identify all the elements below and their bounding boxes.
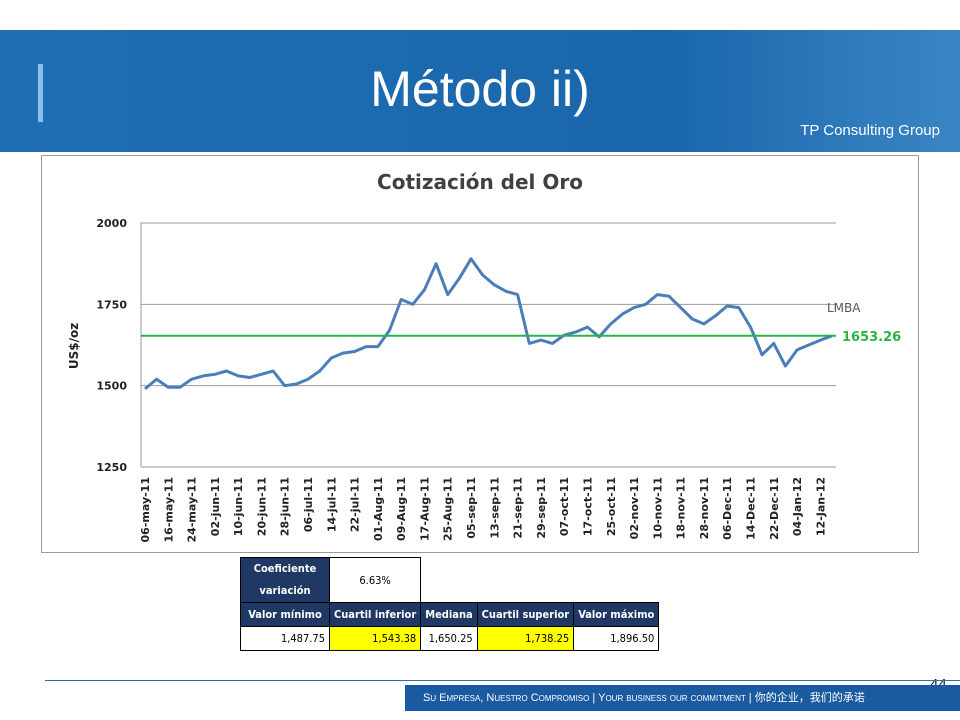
y-axis-label: US$/oz bbox=[67, 323, 81, 369]
x-tick-label: 06-may-11 bbox=[139, 477, 152, 542]
x-tick-label: 06-Dec-11 bbox=[721, 477, 734, 540]
footer: Su Empresa, Nuestro Compromiso | Your bu… bbox=[405, 685, 960, 711]
x-tick-label: 04-Jan-12 bbox=[791, 477, 804, 536]
cv-value: 6.63% bbox=[328, 557, 422, 603]
cv-label: Coeficiente variación bbox=[240, 557, 330, 603]
x-tick-label: 22-Dec-11 bbox=[768, 477, 781, 540]
accent-bar bbox=[38, 64, 43, 122]
x-tick-label: 28-jun-11 bbox=[279, 477, 292, 536]
x-tick-label: 17-oct-11 bbox=[581, 477, 594, 536]
footer-line bbox=[45, 680, 960, 681]
table-header: Valor máximo bbox=[573, 602, 660, 627]
x-tick-label: 10-jun-11 bbox=[232, 477, 245, 536]
y-tick-label: 1250 bbox=[96, 461, 127, 474]
x-tick-label: 05-sep-11 bbox=[465, 477, 478, 539]
x-tick-label: 13-sep-11 bbox=[488, 477, 501, 539]
table-header: Cuartil inferior bbox=[328, 602, 422, 627]
series-label: LMBA bbox=[827, 301, 861, 315]
x-tick-label: 06-jul-11 bbox=[302, 477, 315, 532]
x-tick-label: 25-Aug-11 bbox=[442, 477, 455, 541]
data-line bbox=[144, 257, 833, 391]
slide-title: Método ii) bbox=[370, 61, 590, 117]
table-value: 1,487.75 bbox=[240, 626, 330, 651]
x-tick-label: 16-may-11 bbox=[162, 477, 175, 542]
x-tick-label: 02-jun-11 bbox=[209, 477, 222, 536]
y-tick-label: 2000 bbox=[96, 217, 127, 230]
y-tick-label: 1750 bbox=[96, 298, 127, 311]
chart-title: Cotización del Oro bbox=[377, 170, 583, 194]
table-value: 1,543.38 bbox=[328, 626, 422, 651]
x-tick-label: 01-Aug-11 bbox=[372, 477, 385, 541]
table-value: 1,650.25 bbox=[420, 626, 478, 651]
x-tick-label: 10-nov-11 bbox=[651, 477, 664, 539]
y-tick-label: 1500 bbox=[96, 380, 127, 393]
logo-text: TP Consulting Group bbox=[800, 122, 940, 139]
x-tick-label: 20-jun-11 bbox=[255, 477, 268, 536]
x-tick-label: 14-Dec-11 bbox=[744, 477, 757, 540]
table-header: Valor mínimo bbox=[240, 602, 330, 627]
x-tick-label: 18-nov-11 bbox=[675, 477, 688, 539]
stats-table: Coeficiente variación 6.63% Valor mínimo… bbox=[240, 557, 660, 651]
x-tick-label: 14-jul-11 bbox=[325, 477, 338, 532]
table-header: Cuartil superior bbox=[476, 602, 575, 627]
x-tick-label: 02-nov-11 bbox=[628, 477, 641, 539]
x-tick-label: 24-may-11 bbox=[186, 477, 199, 542]
x-tick-label: 17-Aug-11 bbox=[418, 477, 431, 541]
table-value: 1,738.25 bbox=[476, 626, 575, 651]
x-tick-label: 22-jul-11 bbox=[349, 477, 362, 532]
x-tick-label: 25-oct-11 bbox=[605, 477, 618, 536]
chart-frame: Cotización del Oro US$/oz 1250 1500 1750 20… bbox=[41, 155, 919, 553]
x-tick-label: 07-oct-11 bbox=[558, 477, 571, 536]
x-tick-label: 09-Aug-11 bbox=[395, 477, 408, 541]
chart: Cotización del Oro US$/oz 1250 1500 1750 20… bbox=[67, 170, 901, 542]
header: Método ii) TP Consulting Group bbox=[0, 30, 960, 152]
table-header: Mediana bbox=[420, 602, 478, 627]
reference-label: 1653.26 bbox=[842, 330, 901, 345]
table-value: 1,896.50 bbox=[573, 626, 660, 651]
x-tick-label: 29-sep-11 bbox=[535, 477, 548, 539]
x-tick-label: 21-sep-11 bbox=[512, 477, 525, 539]
x-tick-label: 12-Jan-12 bbox=[814, 477, 827, 536]
x-tick-label: 28-nov-11 bbox=[698, 477, 711, 539]
